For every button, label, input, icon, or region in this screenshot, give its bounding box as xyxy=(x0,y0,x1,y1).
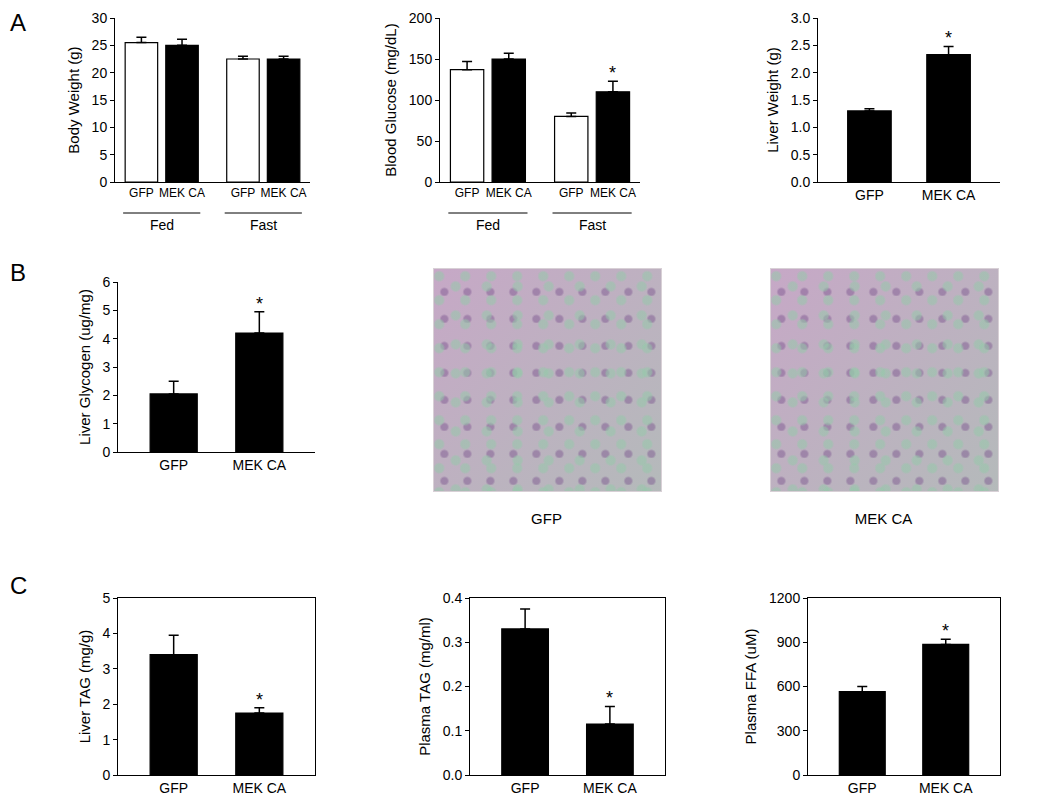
svg-text:Blood Glucose (mg/dL): Blood Glucose (mg/dL) xyxy=(382,23,399,176)
svg-text:0: 0 xyxy=(424,174,432,190)
svg-text:Fast: Fast xyxy=(579,217,606,233)
svg-text:0: 0 xyxy=(102,767,110,783)
svg-text:MEK CA: MEK CA xyxy=(232,457,286,473)
svg-text:MEK CA: MEK CA xyxy=(922,187,976,203)
svg-text:25: 25 xyxy=(92,37,108,53)
svg-text:30: 30 xyxy=(92,10,108,26)
svg-text:3: 3 xyxy=(102,661,110,677)
svg-text:*: * xyxy=(606,688,613,708)
svg-text:GFP: GFP xyxy=(511,780,540,796)
svg-text:200: 200 xyxy=(409,10,433,26)
svg-text:MEK CA: MEK CA xyxy=(261,186,307,200)
svg-text:0.3: 0.3 xyxy=(443,634,463,650)
svg-text:4: 4 xyxy=(102,331,110,347)
svg-text:*: * xyxy=(256,690,263,710)
svg-text:Liver Weight (g): Liver Weight (g) xyxy=(764,47,781,153)
svg-text:5: 5 xyxy=(102,590,110,606)
svg-text:150: 150 xyxy=(409,51,433,67)
svg-text:B: B xyxy=(10,259,26,286)
svg-text:GFP: GFP xyxy=(855,187,884,203)
svg-text:0.4: 0.4 xyxy=(443,590,463,606)
svg-text:GFP: GFP xyxy=(559,186,584,200)
svg-text:2.0: 2.0 xyxy=(791,65,811,81)
svg-text:Fed: Fed xyxy=(476,217,500,233)
svg-text:*: * xyxy=(942,621,949,641)
svg-text:1: 1 xyxy=(102,416,110,432)
svg-text:Plasma FFA (uM): Plasma FFA (uM) xyxy=(742,629,759,745)
svg-text:20: 20 xyxy=(92,65,108,81)
svg-text:3.0: 3.0 xyxy=(791,10,811,26)
svg-text:5: 5 xyxy=(99,147,107,163)
svg-text:0: 0 xyxy=(99,174,107,190)
svg-text:0.0: 0.0 xyxy=(443,767,463,783)
html-text:GFP: GFP xyxy=(531,510,562,527)
html-text:MEK CA: MEK CA xyxy=(854,510,913,527)
svg-text:Fast: Fast xyxy=(250,217,277,233)
svg-text:MEK CA: MEK CA xyxy=(232,780,286,796)
svg-text:Plasma TAG (mg/ml): Plasma TAG (mg/ml) xyxy=(416,617,433,756)
svg-text:1200: 1200 xyxy=(769,590,800,606)
svg-text:GFP: GFP xyxy=(231,186,256,200)
svg-text:Liver TAG (mg/g): Liver TAG (mg/g) xyxy=(76,630,93,744)
svg-text:4: 4 xyxy=(102,625,110,641)
svg-text:100: 100 xyxy=(409,92,433,108)
svg-text:1: 1 xyxy=(102,732,110,748)
svg-text:0.5: 0.5 xyxy=(791,147,811,163)
svg-text:A: A xyxy=(10,9,26,36)
svg-text:5: 5 xyxy=(102,302,110,318)
svg-text:MEK CA: MEK CA xyxy=(919,780,973,796)
svg-text:2: 2 xyxy=(102,696,110,712)
svg-text:GFP: GFP xyxy=(455,186,480,200)
svg-text:1.5: 1.5 xyxy=(791,92,811,108)
svg-text:*: * xyxy=(945,28,952,48)
svg-text:0.1: 0.1 xyxy=(443,723,463,739)
svg-text:2.5: 2.5 xyxy=(791,37,811,53)
svg-text:GFP: GFP xyxy=(129,186,154,200)
svg-text:*: * xyxy=(256,294,263,314)
svg-text:0: 0 xyxy=(102,444,110,460)
svg-text:600: 600 xyxy=(777,678,801,694)
svg-text:0.2: 0.2 xyxy=(443,678,463,694)
svg-text:Liver Glycogen (ug/mg): Liver Glycogen (ug/mg) xyxy=(76,289,93,445)
svg-text:MEK CA: MEK CA xyxy=(486,186,532,200)
svg-text:*: * xyxy=(609,63,616,83)
svg-text:10: 10 xyxy=(92,119,108,135)
svg-text:50: 50 xyxy=(417,133,433,149)
svg-text:0.0: 0.0 xyxy=(791,174,811,190)
svg-text:GFP: GFP xyxy=(159,457,188,473)
svg-text:C: C xyxy=(10,572,27,599)
svg-text:MEK CA: MEK CA xyxy=(159,186,205,200)
svg-text:3: 3 xyxy=(102,359,110,375)
svg-text:900: 900 xyxy=(777,634,801,650)
svg-text:6: 6 xyxy=(102,274,110,290)
svg-text:1.0: 1.0 xyxy=(791,119,811,135)
svg-text:GFP: GFP xyxy=(159,780,188,796)
svg-text:0: 0 xyxy=(792,767,800,783)
svg-text:GFP: GFP xyxy=(848,780,877,796)
svg-text:300: 300 xyxy=(777,723,801,739)
svg-text:Body Weight (g): Body Weight (g) xyxy=(65,46,82,153)
svg-text:15: 15 xyxy=(92,92,108,108)
svg-text:MEK CA: MEK CA xyxy=(583,780,637,796)
svg-text:MEK CA: MEK CA xyxy=(590,186,636,200)
svg-text:Fed: Fed xyxy=(150,217,174,233)
svg-text:2: 2 xyxy=(102,387,110,403)
